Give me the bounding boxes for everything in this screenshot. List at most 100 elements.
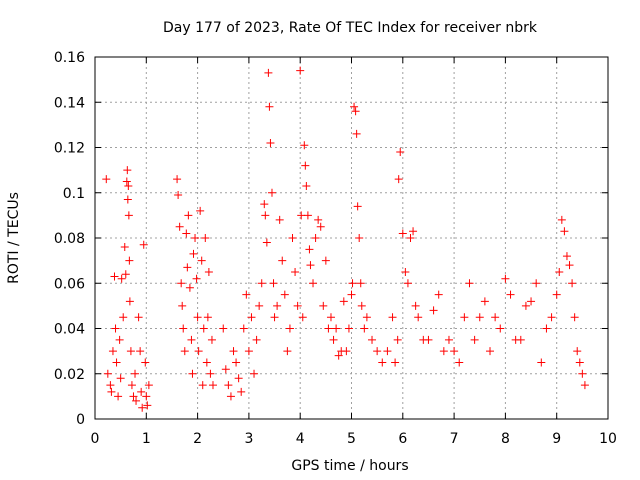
data-point bbox=[203, 313, 212, 322]
data-point bbox=[202, 358, 211, 367]
data-point bbox=[116, 374, 125, 383]
data-point bbox=[348, 279, 357, 288]
data-point bbox=[373, 347, 382, 356]
data-point bbox=[255, 301, 264, 310]
data-point bbox=[129, 392, 138, 401]
data-point bbox=[298, 313, 307, 322]
data-point bbox=[173, 175, 182, 184]
data-point bbox=[112, 358, 121, 367]
data-point bbox=[568, 279, 577, 288]
data-point bbox=[174, 191, 183, 200]
data-point bbox=[252, 335, 261, 344]
data-point bbox=[275, 215, 284, 224]
data-point bbox=[189, 249, 198, 258]
x-axis-label: GPS time / hours bbox=[291, 458, 408, 474]
x-tick-label: 3 bbox=[244, 431, 253, 447]
data-point bbox=[185, 283, 194, 292]
data-point bbox=[122, 177, 131, 186]
data-point bbox=[344, 324, 353, 333]
data-point bbox=[501, 274, 510, 283]
data-point bbox=[102, 175, 111, 184]
data-point bbox=[296, 66, 305, 75]
data-point bbox=[383, 347, 392, 356]
data-point bbox=[414, 313, 423, 322]
data-point bbox=[393, 335, 402, 344]
data-point bbox=[351, 107, 360, 116]
x-tick-label: 0 bbox=[91, 431, 100, 447]
y-tick-label: 0.16 bbox=[54, 50, 85, 66]
data-point bbox=[450, 347, 459, 356]
data-point bbox=[316, 222, 325, 231]
x-tick-label: 1 bbox=[142, 431, 151, 447]
data-point bbox=[250, 369, 259, 378]
data-point bbox=[332, 324, 341, 333]
data-point bbox=[103, 369, 112, 378]
data-point bbox=[311, 234, 320, 242]
data-point bbox=[247, 313, 256, 322]
data-point bbox=[455, 358, 464, 367]
data-point bbox=[131, 369, 140, 378]
data-point bbox=[204, 267, 213, 276]
data-point bbox=[353, 202, 362, 211]
x-tick-label: 6 bbox=[398, 431, 407, 447]
data-point bbox=[127, 381, 136, 390]
data-point bbox=[226, 392, 235, 401]
data-point bbox=[193, 313, 202, 322]
data-point bbox=[138, 403, 147, 412]
data-point bbox=[199, 324, 208, 333]
data-point bbox=[194, 347, 203, 356]
data-point bbox=[257, 279, 266, 288]
data-point bbox=[207, 335, 216, 344]
y-tick-label: 0 bbox=[76, 412, 85, 428]
data-point bbox=[111, 324, 120, 333]
x-tick-label: 8 bbox=[501, 431, 510, 447]
data-point bbox=[187, 335, 196, 344]
data-point bbox=[411, 301, 420, 310]
data-point bbox=[532, 279, 541, 288]
data-point bbox=[192, 274, 201, 283]
data-point bbox=[273, 301, 282, 310]
data-point bbox=[121, 270, 130, 279]
data-point bbox=[334, 351, 343, 360]
data-point bbox=[179, 324, 188, 333]
x-tick-label: 2 bbox=[193, 431, 202, 447]
data-point bbox=[398, 229, 407, 238]
data-point bbox=[301, 161, 310, 170]
data-point bbox=[570, 313, 579, 322]
data-point bbox=[137, 387, 146, 396]
data-point bbox=[552, 290, 561, 299]
data-point bbox=[347, 290, 356, 299]
data-point bbox=[267, 188, 276, 197]
data-point bbox=[542, 324, 551, 333]
data-point bbox=[107, 387, 116, 396]
data-point bbox=[234, 374, 243, 383]
data-point bbox=[516, 335, 525, 344]
points-layer bbox=[102, 66, 589, 412]
data-point bbox=[262, 238, 271, 247]
data-point bbox=[491, 313, 500, 322]
data-point bbox=[302, 181, 311, 190]
data-point bbox=[229, 347, 238, 356]
data-point bbox=[460, 313, 469, 322]
data-point bbox=[124, 181, 133, 190]
data-point bbox=[319, 301, 328, 310]
data-point bbox=[355, 234, 364, 242]
x-tick-label: 10 bbox=[599, 431, 617, 447]
data-point bbox=[496, 324, 505, 333]
data-point bbox=[201, 234, 210, 242]
data-point bbox=[244, 347, 253, 356]
data-point bbox=[237, 387, 246, 396]
data-point bbox=[352, 129, 361, 138]
data-point bbox=[521, 301, 530, 310]
data-point bbox=[126, 347, 135, 356]
data-point bbox=[329, 335, 338, 344]
data-point bbox=[388, 313, 397, 322]
data-point bbox=[429, 306, 438, 315]
y-tick-label: 0.02 bbox=[54, 367, 85, 383]
data-point bbox=[293, 301, 302, 310]
y-tick-label: 0.04 bbox=[54, 322, 85, 338]
data-point bbox=[444, 335, 453, 344]
data-point bbox=[183, 263, 192, 272]
data-point bbox=[110, 272, 119, 281]
